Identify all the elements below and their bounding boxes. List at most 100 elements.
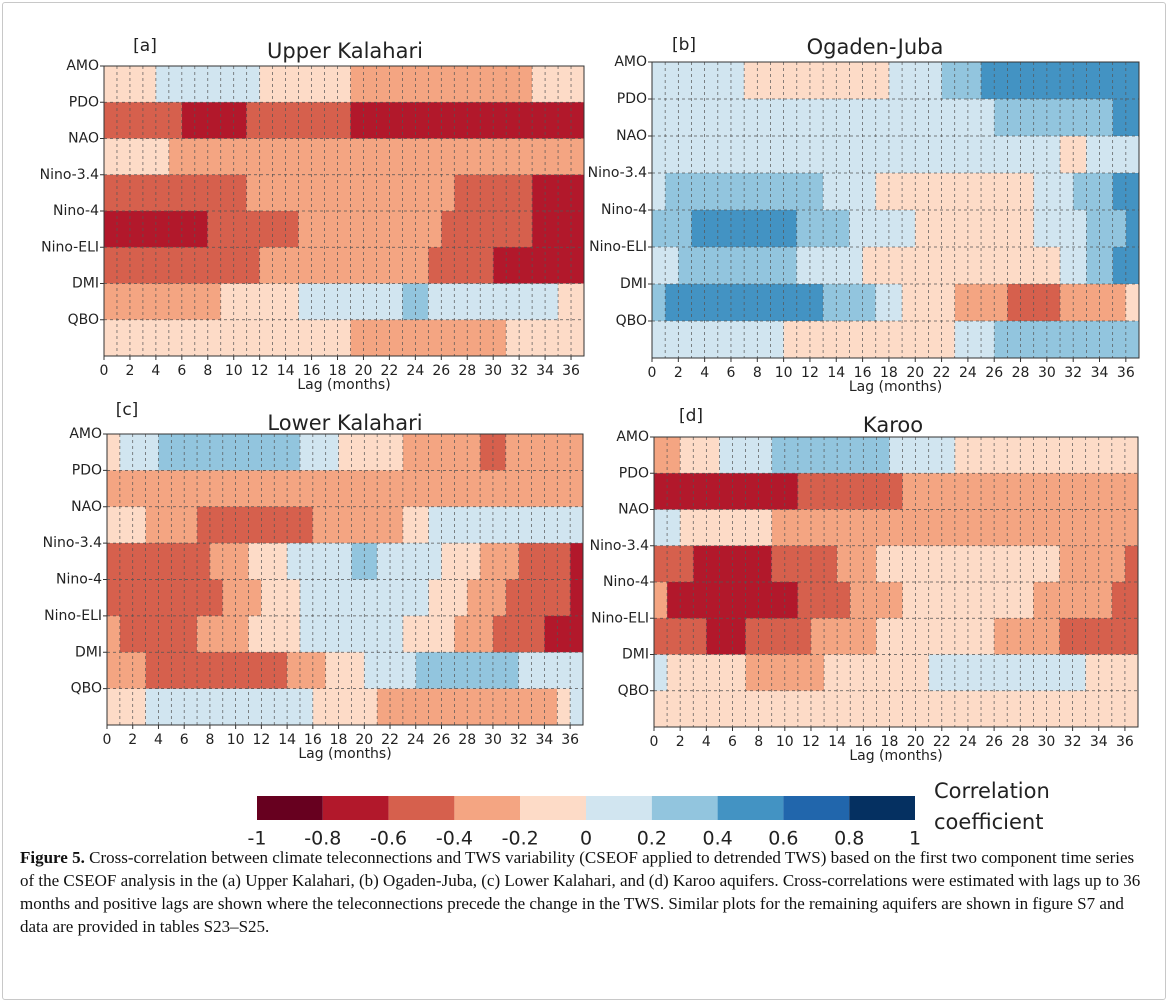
y-tick-label: PDO: [69, 94, 99, 110]
colorbar-swatch: [388, 796, 455, 820]
heatmap-cell: [654, 582, 668, 619]
heatmap-cell: [796, 210, 850, 248]
heatmap-cell: [544, 615, 583, 653]
x-tick-label: 8: [754, 734, 763, 750]
heatmap-cell: [862, 247, 1061, 285]
caption: Figure 5. Cross-correlation between clim…: [20, 846, 1148, 938]
y-tick-label: AMO: [614, 54, 647, 70]
heatmap-cell: [299, 434, 339, 471]
y-tick-label: DMI: [72, 276, 99, 292]
heatmap-cell: [493, 247, 584, 284]
colorbar-label: Correlation coefficient: [934, 779, 1050, 834]
y-tick-label: Nino-4: [601, 202, 647, 218]
heatmap-cell: [570, 688, 583, 726]
colorbar-tick-label: -0.4: [436, 828, 473, 850]
x-tick-label: 20: [907, 734, 925, 750]
heatmap-cell: [875, 173, 1034, 211]
heatmap-cell: [652, 136, 1061, 174]
y-tick-label: Nino-3.4: [43, 535, 102, 551]
panel-title: Karoo: [863, 413, 923, 437]
x-tick-label: 30: [1038, 734, 1056, 750]
x-tick-label: 10: [225, 363, 243, 379]
heatmap-cell: [889, 437, 955, 474]
y-tick-label: AMO: [66, 58, 99, 74]
x-tick-label: 6: [180, 732, 189, 748]
x-tick-label: 34: [1091, 365, 1109, 381]
colorbar-tick-label: -0.6: [370, 828, 407, 850]
colorbar-tick-label: 0.4: [702, 828, 732, 850]
heatmap-cell: [654, 473, 798, 510]
heatmap-cell: [428, 579, 468, 617]
panel-label: [d]: [679, 406, 703, 426]
x-tick-label: 26: [433, 732, 451, 748]
y-tick-label: PDO: [619, 465, 649, 481]
colorbar-tick-label: 0.6: [768, 828, 798, 850]
heatmap-cell: [287, 543, 352, 580]
heatmap-cell: [1033, 210, 1087, 248]
heatmap-cell: [941, 62, 982, 100]
colorbar-swatch: [717, 796, 784, 820]
panel-title: Upper Kalahari: [267, 39, 423, 63]
y-tick-label: DMI: [75, 644, 102, 660]
x-tick-label: 14: [827, 365, 845, 381]
heatmap-cell: [338, 434, 403, 471]
colorbar-swatch: [651, 796, 718, 820]
colorbar-tick-label: 0: [580, 828, 592, 850]
heatmap-cell: [207, 211, 299, 248]
x-tick-label: 8: [203, 363, 212, 379]
x-tick-label: 14: [278, 732, 296, 748]
heatmap-cell: [107, 506, 146, 544]
x-tick-label: 36: [561, 732, 579, 748]
heatmap-cell: [518, 652, 583, 690]
heatmap-cell: [915, 210, 1034, 248]
colorbar-swatch: [322, 796, 389, 820]
x-tick-label: 28: [1011, 734, 1029, 750]
heatmap-cell: [158, 434, 300, 471]
colorbar-swatch: [454, 796, 521, 820]
heatmap-cell: [104, 174, 247, 212]
colorbar-swatch: [849, 796, 915, 820]
heatmap-cell: [505, 579, 571, 617]
heatmap-cell: [680, 509, 772, 547]
heatmap-cell: [298, 211, 442, 248]
x-tick-label: 34: [1090, 734, 1108, 750]
x-tick-label: 24: [407, 732, 425, 748]
heatmap-cell: [771, 545, 838, 583]
heatmap-cell: [312, 688, 378, 726]
heatmap-cell: [104, 283, 221, 321]
x-tick-label: 22: [381, 732, 399, 748]
x-tick-label: 26: [985, 365, 1003, 381]
x-tick-label: 6: [177, 363, 186, 379]
heatmap-cell: [1124, 545, 1138, 583]
x-tick-label: 6: [727, 365, 736, 381]
heatmap-cell: [810, 618, 877, 655]
heatmap-cell: [665, 173, 824, 211]
x-tick-label: 36: [562, 363, 580, 379]
heatmap-cell: [107, 615, 120, 653]
x-tick-label: 12: [802, 734, 820, 750]
heatmap-cell: [823, 173, 876, 211]
heatmap-cell: [654, 690, 1138, 728]
heatmap-cell: [467, 579, 506, 617]
y-tick-label: AMO: [616, 429, 649, 445]
x-tick-label: 0: [650, 734, 659, 750]
heatmap-cell: [954, 321, 995, 359]
x-tick-label: 4: [702, 734, 711, 750]
heatmap-cell: [107, 434, 120, 471]
heatmap-cell: [181, 102, 247, 139]
panel-label: [c]: [116, 400, 139, 420]
heatmap-cell: [1112, 173, 1139, 211]
colorbar-swatch: [257, 796, 323, 820]
heatmap-cell: [1059, 545, 1125, 583]
x-tick-label: 12: [251, 363, 269, 379]
heatmap-cell: [1125, 210, 1139, 248]
heatmap-cell: [454, 615, 493, 653]
heatmap-cell: [441, 543, 481, 580]
x-tick-label: 28: [1012, 365, 1030, 381]
x-tick-label: 16: [854, 734, 872, 750]
y-tick-label: QBO: [71, 681, 102, 697]
colorbar-tick-label: 1: [909, 828, 921, 850]
heatmap-cell: [480, 543, 519, 580]
heatmap-cell: [691, 210, 797, 248]
x-tick-label: 36: [1116, 734, 1134, 750]
